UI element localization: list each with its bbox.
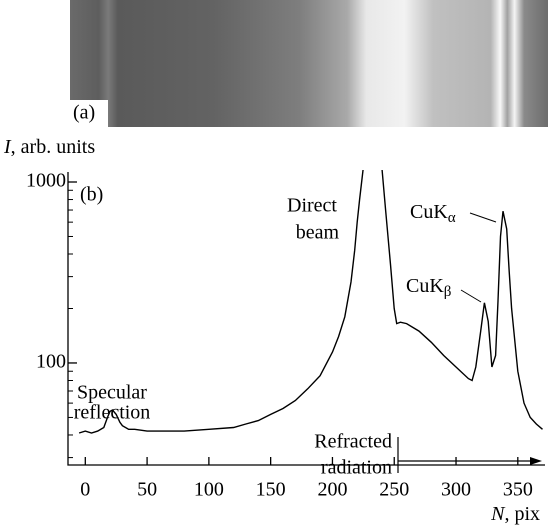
leader-line [461,290,481,302]
annotation: Specular [77,382,147,404]
leader-line [470,213,496,222]
panel-a-label: (a) [73,102,95,124]
annotation: CuKβ [406,275,451,301]
annotation: Direct [287,195,337,217]
annotation: radiation [321,457,392,479]
page: {"chart_data": { "type": "line", "panel_… [0,0,548,527]
annotation: Refracted [314,431,392,453]
x-tick-label: 100 [194,479,224,501]
annotation-subscript: α [448,210,456,226]
x-tick-label: 250 [379,479,409,501]
x-tick-label: 200 [317,479,347,501]
arrow-head [530,457,542,465]
x-tick-label: 300 [441,479,471,501]
y-axis-label: I, arb. units [3,136,95,158]
annotation-text: CuK [410,201,448,223]
x-tick-label: 350 [503,479,533,501]
x-tick-label: 50 [137,479,157,501]
annotation: reflection [74,402,151,424]
figure: (a) I, arb. units N, pix (b) 0 50 100 150 20… [0,0,548,527]
annotation-text: CuK [406,275,444,297]
annotation: CuKα [410,201,456,227]
y-tick-label: 1000 [26,170,66,192]
x-tick-label: 0 [80,479,90,501]
x-axis-label: N, pix [490,503,540,525]
annotation: beam [296,222,340,244]
x-tick-label: 150 [256,479,286,501]
y-tick-label: 100 [36,351,66,373]
annotation-subscript: β [444,284,452,300]
panel-b-label: (b) [80,184,103,206]
detector-image [70,0,548,127]
